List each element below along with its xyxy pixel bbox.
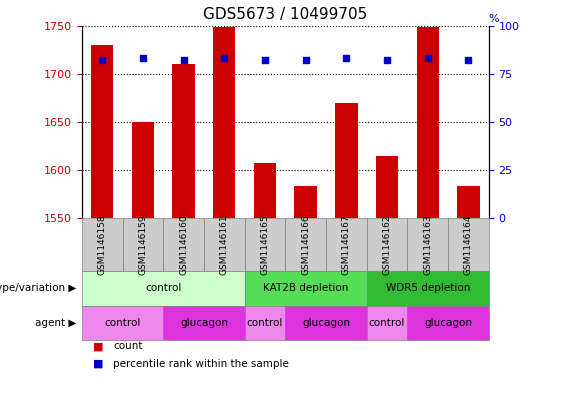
Text: GSM1146164: GSM1146164 [464, 215, 473, 275]
Bar [335, 103, 358, 218]
Point [138, 55, 147, 61]
Bar [172, 64, 195, 218]
Point [342, 55, 351, 61]
Text: GSM1146162: GSM1146162 [383, 215, 392, 275]
Point [301, 57, 310, 63]
Point [98, 57, 107, 63]
Point [260, 57, 270, 63]
Bar [416, 28, 439, 218]
Text: glucagon: glucagon [302, 318, 350, 328]
Text: ■: ■ [93, 341, 104, 351]
Text: GSM1146163: GSM1146163 [423, 214, 432, 275]
Text: control: control [105, 318, 141, 328]
Text: control: control [247, 318, 283, 328]
Text: %: % [489, 14, 499, 24]
Text: GSM1146161: GSM1146161 [220, 214, 229, 275]
Text: GSM1146167: GSM1146167 [342, 214, 351, 275]
Text: WDR5 depletion: WDR5 depletion [385, 283, 470, 294]
Bar [91, 45, 114, 218]
Bar [457, 186, 480, 218]
Point [383, 57, 392, 63]
Title: GDS5673 / 10499705: GDS5673 / 10499705 [203, 7, 367, 22]
Text: GSM1146158: GSM1146158 [98, 214, 107, 275]
Point [179, 57, 188, 63]
Text: GSM1146165: GSM1146165 [260, 214, 270, 275]
Bar [132, 122, 154, 218]
Text: ■: ■ [93, 359, 104, 369]
Text: GSM1146159: GSM1146159 [138, 214, 147, 275]
Bar [213, 28, 236, 218]
Text: KAT2B depletion: KAT2B depletion [263, 283, 349, 294]
Bar [376, 156, 398, 218]
Text: agent ▶: agent ▶ [35, 318, 76, 328]
Text: count: count [113, 341, 142, 351]
Text: percentile rank within the sample: percentile rank within the sample [113, 359, 289, 369]
Text: GSM1146166: GSM1146166 [301, 214, 310, 275]
Text: control: control [369, 318, 405, 328]
Text: control: control [145, 283, 181, 294]
Text: GSM1146160: GSM1146160 [179, 214, 188, 275]
Point [220, 55, 229, 61]
Text: glucagon: glucagon [180, 318, 228, 328]
Bar [294, 186, 317, 218]
Text: genotype/variation ▶: genotype/variation ▶ [0, 283, 76, 294]
Point [423, 55, 432, 61]
Text: glucagon: glucagon [424, 318, 472, 328]
Bar [254, 163, 276, 218]
Point [464, 57, 473, 63]
